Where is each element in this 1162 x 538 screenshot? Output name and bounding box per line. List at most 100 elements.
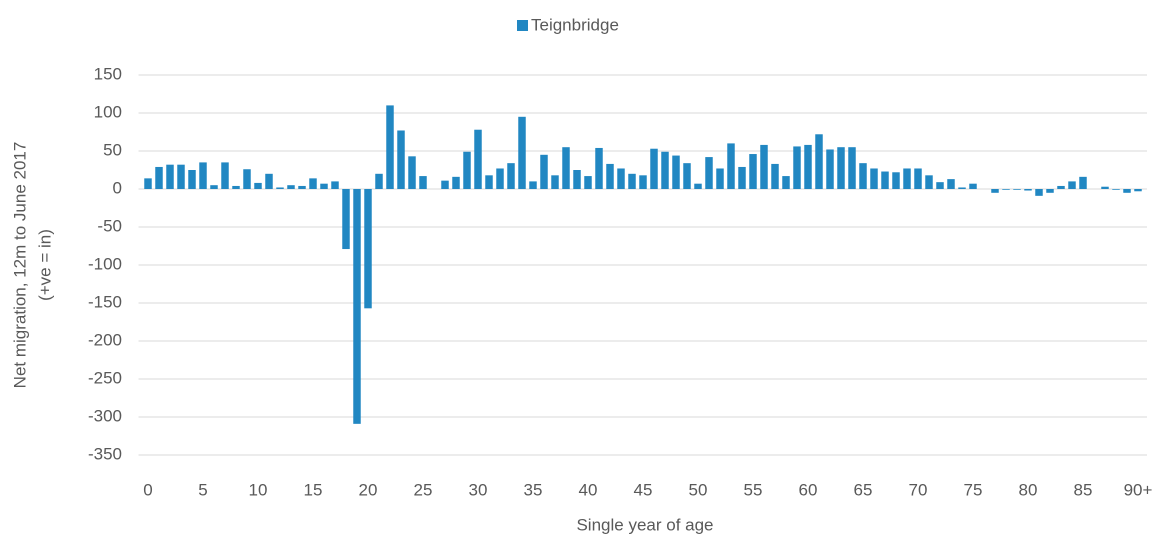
bar [793,146,801,189]
bar [672,155,680,189]
bar [936,182,944,189]
bar [870,168,878,189]
bar [661,151,669,189]
x-tick-label: 45 [634,480,653,499]
bar [265,173,273,189]
bar [760,144,768,189]
y-tick-label: 0 [113,178,122,197]
bar [474,129,482,189]
x-tick-label: 60 [799,480,818,499]
bar [276,187,284,189]
y-tick-label: -350 [88,444,122,463]
bar [166,164,174,189]
bar [1024,189,1032,191]
x-axis-label: Single year of age [576,515,713,534]
bar [375,173,383,189]
bar [958,187,966,189]
bar [309,178,317,189]
bar [496,168,504,189]
bar [540,154,548,189]
x-tick-label: 75 [964,480,983,499]
bar [243,169,251,189]
x-tick-label: 65 [854,480,873,499]
x-tick-label: 25 [414,480,433,499]
x-tick-label: 15 [304,480,323,499]
bar [892,172,900,189]
x-tick-label: 40 [579,480,598,499]
bar [507,163,515,189]
bar [991,189,999,193]
y-tick-label: -150 [88,292,122,311]
bar [386,105,394,189]
x-tick-label: 55 [744,480,763,499]
bar [914,168,922,189]
y-tick-label: 150 [94,64,122,83]
bar [419,176,427,189]
y-axis-label: (+ve = in) [35,229,54,301]
bar [848,147,856,189]
x-tick-label: 35 [524,480,543,499]
bar [1035,189,1043,196]
bar [562,147,570,189]
x-tick-label: 85 [1074,480,1093,499]
bar [804,144,812,189]
bar [573,170,581,189]
y-tick-label: 100 [94,102,122,121]
bar [331,181,339,189]
bar [485,175,493,189]
bar [1057,185,1065,189]
bar [408,156,416,189]
bar [606,163,614,189]
bar [716,168,724,189]
legend-swatch [517,20,528,31]
bar [221,162,229,189]
bar [1002,189,1010,190]
x-tick-label: 20 [359,480,378,499]
bar [1079,176,1087,189]
y-tick-label: -300 [88,406,122,425]
y-tick-label: 50 [103,140,122,159]
bar [1101,186,1109,189]
bar [463,151,471,189]
bar [727,143,735,189]
bar [1013,189,1021,190]
x-tick-label: 90+ [1124,480,1153,499]
bar [859,163,867,189]
x-tick-label: 70 [909,480,928,499]
bar [947,179,955,189]
bar [749,154,757,189]
bar [397,130,405,189]
bar [441,180,449,189]
bar [1123,189,1131,193]
bar [452,176,460,189]
bar [925,175,933,189]
bar [815,134,823,189]
x-tick-label: 5 [198,480,207,499]
bar [364,189,372,309]
legend-label: Teignbridge [531,15,619,34]
y-axis-label: Net migration, 12m to June 2017 [10,142,29,389]
bar [155,166,163,189]
x-tick-label: 10 [249,480,268,499]
bar [144,178,152,189]
bar [617,168,625,189]
bar [551,175,559,189]
bar [342,189,350,250]
bar [694,183,702,189]
bar [287,185,295,189]
y-tick-label: -100 [88,254,122,273]
bar [298,185,306,189]
bar [837,147,845,189]
bar [210,185,218,189]
bar [639,175,647,189]
bar [826,149,834,189]
bar [881,171,889,189]
bar [628,173,636,189]
bar [177,164,185,189]
bar [1046,189,1054,193]
bar [518,116,526,189]
bar [320,183,328,189]
bar [782,176,790,189]
bar [683,163,691,189]
bar [705,157,713,189]
